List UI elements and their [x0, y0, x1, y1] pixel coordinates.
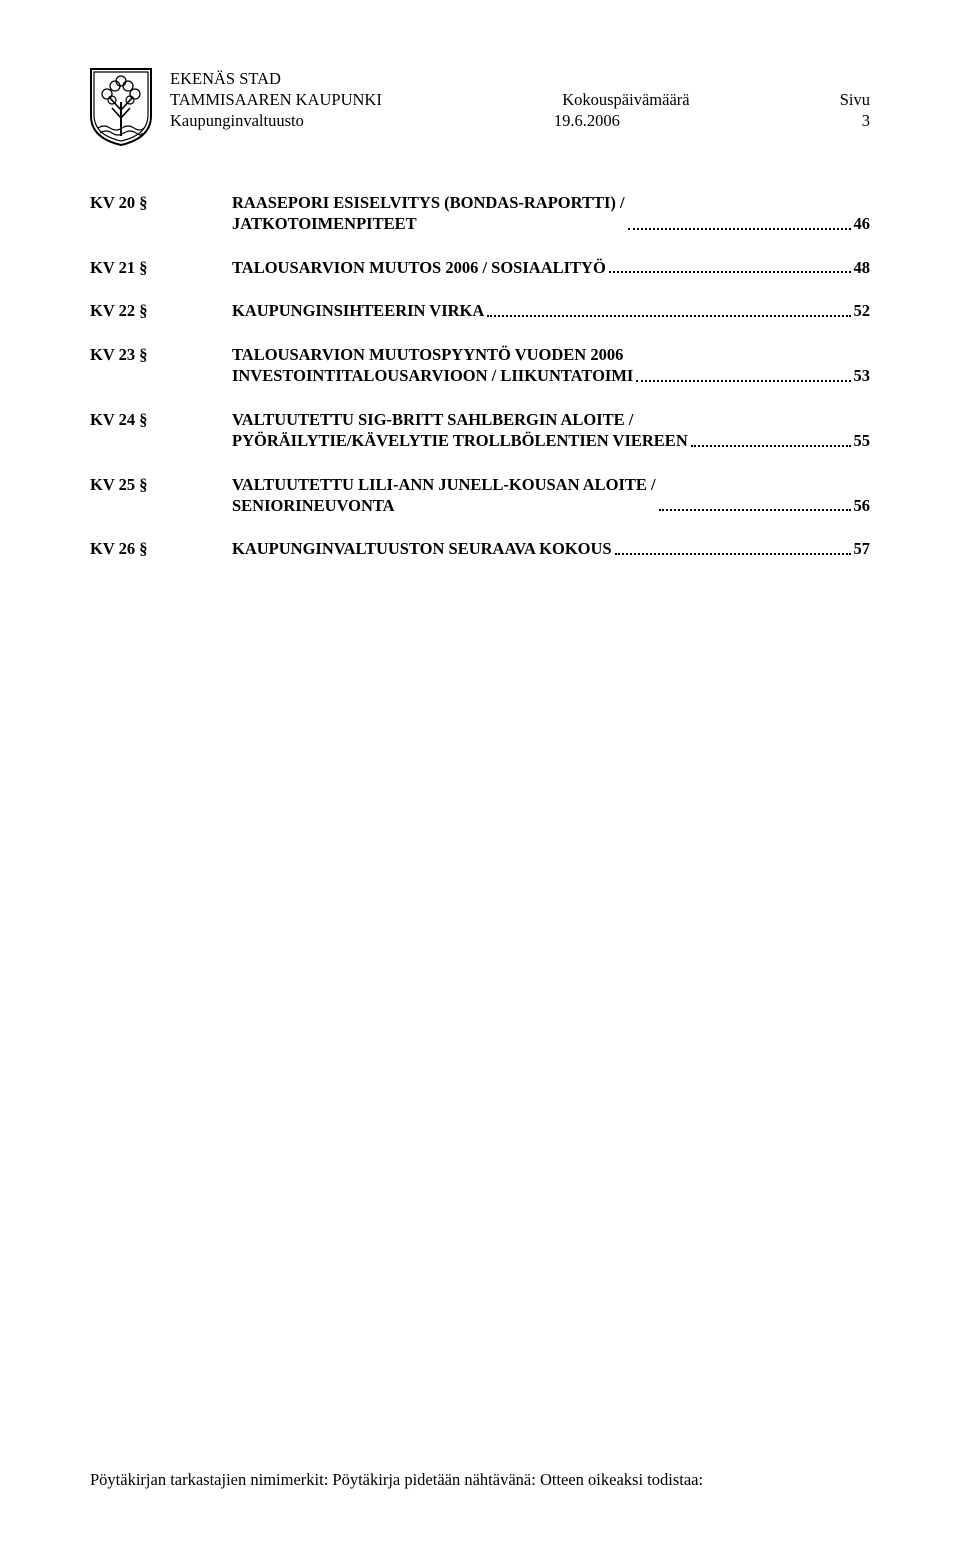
toc-item-body: RAASEPORI ESISELVITYS (BONDAS-RAPORTTI) …: [232, 192, 870, 235]
toc-row: KV 22 §KAUPUNGINSIHTEERIN VIRKA 52: [90, 300, 870, 321]
footer-text: Pöytäkirjan tarkastajien nimimerkit: Pöy…: [90, 1470, 703, 1489]
toc-item-page: 53: [854, 365, 871, 386]
toc-item-page: 55: [854, 430, 871, 451]
toc-item-label: KV 25 §: [90, 474, 232, 495]
toc-item-title: VALTUUTETTU SIG-BRITT SAHLBERGIN ALOITE …: [232, 409, 688, 452]
toc-item-page: 48: [854, 257, 871, 278]
toc-item-title: KAUPUNGINVALTUUSTON SEURAAVA KOKOUS: [232, 538, 612, 559]
toc-item-label: KV 24 §: [90, 409, 232, 430]
toc-item-body: KAUPUNGINVALTUUSTON SEURAAVA KOKOUS 57: [232, 538, 870, 559]
toc-item-page: 52: [854, 300, 871, 321]
toc-leader-dots: [659, 509, 851, 511]
page-header: EKENÄS STAD TAMMISAAREN KAUPUNKI Kokousp…: [90, 68, 870, 146]
toc-leader-dots: [636, 380, 850, 382]
toc-item-title: TALOUSARVION MUUTOSPYYNTÖ VUODEN 2006 IN…: [232, 344, 633, 387]
toc-row: KV 26 §KAUPUNGINVALTUUSTON SEURAAVA KOKO…: [90, 538, 870, 559]
org-name-line2: TAMMISAAREN KAUPUNKI: [170, 89, 382, 110]
toc-item-body: TALOUSARVION MUUTOSPYYNTÖ VUODEN 2006 IN…: [232, 344, 870, 387]
toc-leader-dots: [609, 271, 851, 273]
toc-item-label: KV 21 §: [90, 257, 232, 278]
toc-item-page: 46: [854, 213, 871, 234]
toc-item-label: KV 23 §: [90, 344, 232, 365]
org-name-line1: EKENÄS STAD: [170, 68, 281, 89]
meeting-date-value: 19.6.2006: [554, 110, 620, 131]
toc-item-body: KAUPUNGINSIHTEERIN VIRKA 52: [232, 300, 870, 321]
toc-row: KV 24 §VALTUUTETTU SIG-BRITT SAHLBERGIN …: [90, 409, 870, 452]
toc-item-label: KV 22 §: [90, 300, 232, 321]
toc-item-title: KAUPUNGINSIHTEERIN VIRKA: [232, 300, 484, 321]
toc-row: KV 23 §TALOUSARVION MUUTOSPYYNTÖ VUODEN …: [90, 344, 870, 387]
toc-item-page: 57: [854, 538, 871, 559]
toc-row: KV 20 §RAASEPORI ESISELVITYS (BONDAS-RAP…: [90, 192, 870, 235]
toc-row: KV 21 §TALOUSARVION MUUTOS 2006 / SOSIAA…: [90, 257, 870, 278]
header-text-block: EKENÄS STAD TAMMISAAREN KAUPUNKI Kokousp…: [170, 68, 870, 131]
toc-row: KV 25 §VALTUUTETTU LILI-ANN JUNELL-KOUSA…: [90, 474, 870, 517]
toc-item-title: TALOUSARVION MUUTOS 2006 / SOSIAALITYÖ: [232, 257, 606, 278]
page-number: 3: [830, 110, 870, 131]
toc-item-title: RAASEPORI ESISELVITYS (BONDAS-RAPORTTI) …: [232, 192, 625, 235]
org-name-line3: Kaupunginvaltuusto: [170, 110, 304, 131]
meeting-date-label: Kokouspäivämäärä: [562, 89, 689, 110]
city-crest-icon: [90, 68, 152, 146]
header-col3-line1: [830, 68, 870, 89]
toc-item-label: KV 26 §: [90, 538, 232, 559]
toc-leader-dots: [628, 228, 851, 230]
toc-item-label: KV 20 §: [90, 192, 232, 213]
toc-leader-dots: [487, 315, 850, 317]
toc-item-body: VALTUUTETTU LILI-ANN JUNELL-KOUSAN ALOIT…: [232, 474, 870, 517]
toc-item-body: VALTUUTETTU SIG-BRITT SAHLBERGIN ALOITE …: [232, 409, 870, 452]
page-label: Sivu: [830, 89, 870, 110]
toc-item-title: VALTUUTETTU LILI-ANN JUNELL-KOUSAN ALOIT…: [232, 474, 656, 517]
toc-leader-dots: [615, 553, 851, 555]
toc-leader-dots: [691, 445, 851, 447]
toc-item-page: 56: [854, 495, 871, 516]
footer-line: Pöytäkirjan tarkastajien nimimerkit: Pöy…: [90, 1470, 870, 1490]
toc-item-body: TALOUSARVION MUUTOS 2006 / SOSIAALITYÖ 48: [232, 257, 870, 278]
table-of-contents: KV 20 §RAASEPORI ESISELVITYS (BONDAS-RAP…: [90, 192, 870, 560]
